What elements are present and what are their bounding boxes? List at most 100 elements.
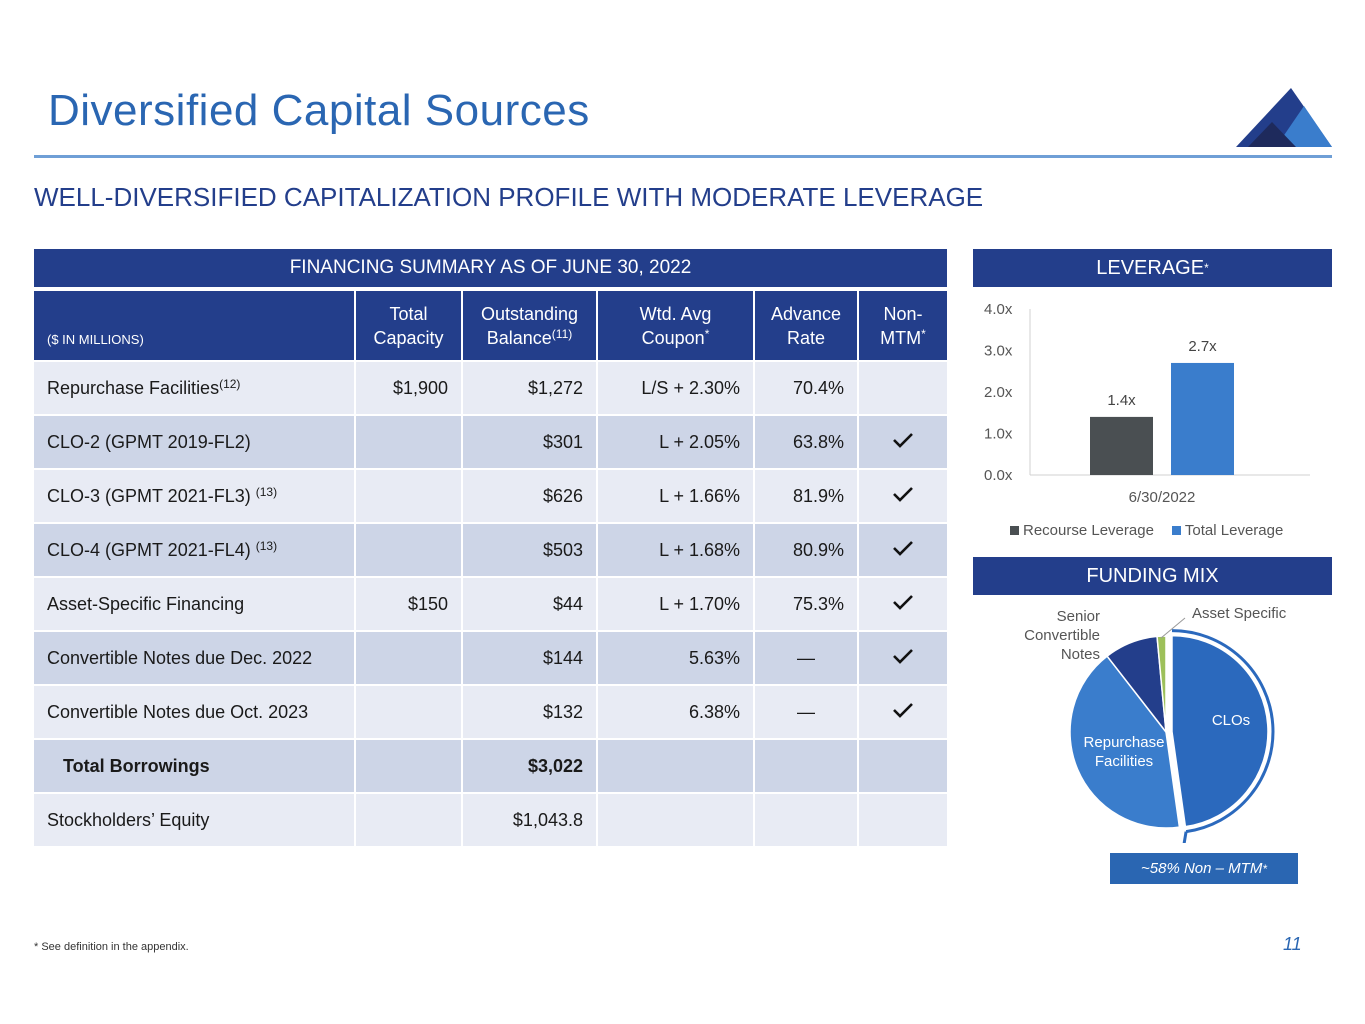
y-tick-label: 2.0x — [984, 384, 1013, 401]
cell-advance: 70.4% — [754, 360, 859, 415]
cell-coupon: L + 1.70% — [597, 576, 755, 631]
funding-mix-header: FUNDING MIX — [973, 557, 1332, 595]
cell-non-mtm — [858, 360, 947, 415]
column-header-line1: Wtd. Avg — [639, 303, 712, 324]
table-row: Convertible Notes due Dec. 2022 $144 5.63%… — [34, 630, 947, 685]
cell-balance: $301 — [462, 414, 598, 469]
cell-coupon: L/S + 2.30% — [597, 360, 755, 415]
row-name: CLO-4 (GPMT 2021-FL4) — [47, 539, 256, 560]
row-name: Convertible Notes due Dec. 2022 — [47, 647, 313, 668]
row-name-cell: Asset-Specific Financing — [34, 576, 356, 631]
cell-balance: $144 — [462, 630, 598, 685]
column-header: Outstanding Balance(11) — [462, 291, 598, 361]
legend-item: Recourse Leverage — [1010, 522, 1154, 539]
non-mtm-callout: ~58% Non – MTM * — [1110, 853, 1298, 884]
legend-swatch — [1010, 526, 1019, 535]
callout-leader — [1182, 831, 1188, 843]
pie-slice-3 — [1156, 635, 1167, 733]
cell-balance: $132 — [462, 684, 598, 739]
cell-balance: $626 — [462, 468, 598, 523]
asset-specific-leader — [1160, 617, 1186, 639]
bar-data-label: 2.7x — [1188, 338, 1217, 355]
cell-capacity — [355, 792, 463, 846]
funding-mix-pie-chart: CLOs Repurchase Facilities Senior Convertibl… — [1024, 605, 1287, 843]
cell-coupon — [597, 738, 755, 793]
footnote: * See definition in the appendix. — [34, 941, 189, 953]
pie-slice-label: Repurchase Facilities — [1084, 734, 1165, 770]
row-name-cell: Repurchase Facilities(12) — [34, 360, 356, 415]
cell-non-mtm — [858, 414, 947, 469]
pie-slice-label: Senior Convertible Notes — [1024, 608, 1100, 663]
row-name-cell: CLO-2 (GPMT 2019-FL2) — [34, 414, 356, 469]
legend-item: Total Leverage — [1171, 522, 1284, 539]
pie-slice-label: Asset Specific — [1192, 605, 1287, 622]
table-row: CLO-4 (GPMT 2021-FL4) (13) $503 L + 1.68% 8… — [34, 522, 947, 577]
cell-non-mtm — [858, 792, 947, 846]
table-header-row: ($ IN MILLIONS) Total Capacity Outstanding… — [34, 291, 947, 361]
row-name: CLO-2 (GPMT 2019-FL2) — [47, 431, 251, 452]
cell-capacity — [355, 414, 463, 469]
row-name: CLO-3 (GPMT 2021-FL3) — [47, 485, 256, 506]
cell-coupon — [597, 792, 755, 846]
column-header: Total Capacity — [355, 291, 463, 361]
cell-advance — [754, 738, 859, 793]
x-category-label: 6/30/2022 — [1129, 489, 1196, 506]
cell-balance: $1,272 — [462, 360, 598, 415]
cell-non-mtm — [858, 684, 947, 739]
row-name-cell: Convertible Notes due Dec. 2022 — [34, 630, 356, 685]
financing-summary-header: FINANCING SUMMARY AS OF JUNE 30, 2022 — [34, 249, 947, 287]
column-header-sup: (11) — [551, 326, 573, 341]
row-name-cell: Total Borrowings — [34, 738, 356, 793]
table-row: CLO-3 (GPMT 2021-FL3) (13) $626 L + 1.66% 8… — [34, 468, 947, 523]
cell-capacity — [355, 630, 463, 685]
column-header-line2: MTM — [880, 327, 922, 348]
row-name: Total Borrowings — [63, 755, 210, 776]
cell-balance: $3,022 — [462, 738, 598, 793]
column-header: Wtd. Avg Coupon* — [597, 291, 755, 361]
leverage-legend: Recourse Leverage Total Leverage — [1010, 522, 1283, 539]
pie-slice-0 — [1171, 634, 1269, 828]
table-row: Repurchase Facilities(12) $1,900 $1,272 L/S… — [34, 360, 947, 415]
row-name: Repurchase Facilities — [47, 377, 220, 398]
table-row: Stockholders’ Equity $1,043.8 — [34, 792, 947, 846]
checkmark-icon — [893, 486, 913, 502]
row-name: Asset-Specific Financing — [47, 593, 245, 614]
cell-advance: — — [754, 684, 859, 739]
legend-label: Recourse Leverage — [1023, 522, 1154, 539]
legend-swatch — [1171, 526, 1181, 535]
column-header-sup: * — [704, 326, 710, 341]
non-mtm-callout-label: ~58% Non – MTM — [1141, 860, 1263, 877]
cell-advance: — — [754, 630, 859, 685]
y-tick-label: 4.0x — [984, 301, 1013, 318]
column-header-line2: Coupon — [641, 327, 705, 348]
section-subtitle: WELL-DIVERSIFIED CAPITALIZATION PROFILE … — [34, 182, 984, 212]
column-header-line1: Total — [389, 303, 428, 324]
table-row: Asset-Specific Financing $150 $44 L + 1.70%… — [34, 576, 947, 631]
row-name-cell: Stockholders’ Equity — [34, 792, 356, 846]
column-header-line1: Non- — [883, 303, 923, 324]
cell-coupon: 6.38% — [597, 684, 755, 739]
financing-table: ($ IN MILLIONS) Total Capacity Outstanding… — [34, 291, 947, 846]
row-name-sup: (13) — [255, 484, 278, 499]
cell-advance: 75.3% — [754, 576, 859, 631]
y-tick-label: 0.0x — [984, 467, 1013, 484]
cell-capacity — [355, 522, 463, 577]
pie-slice-label: CLOs — [1212, 712, 1250, 729]
bar-data-label: 1.4x — [1107, 392, 1136, 409]
cell-coupon: L + 1.66% — [597, 468, 755, 523]
cell-advance: 63.8% — [754, 414, 859, 469]
row-name-sup: (13) — [255, 538, 278, 553]
cell-advance: 81.9% — [754, 468, 859, 523]
column-header-line1: Advance — [770, 303, 842, 324]
legend-label: Total Leverage — [1184, 522, 1284, 539]
table-row: Total Borrowings $3,022 — [34, 738, 947, 793]
bar-0 — [1090, 416, 1153, 475]
cell-balance: $44 — [462, 576, 598, 631]
column-header: Advance Rate — [754, 291, 859, 361]
title-rule — [34, 155, 1332, 158]
row-name-cell: CLO-3 (GPMT 2021-FL3) (13) — [34, 468, 356, 523]
cell-capacity — [355, 738, 463, 793]
y-tick-label: 1.0x — [984, 426, 1013, 443]
row-name: Convertible Notes due Oct. 2023 — [47, 701, 309, 722]
row-name-cell: CLO-4 (GPMT 2021-FL4) (13) — [34, 522, 356, 577]
